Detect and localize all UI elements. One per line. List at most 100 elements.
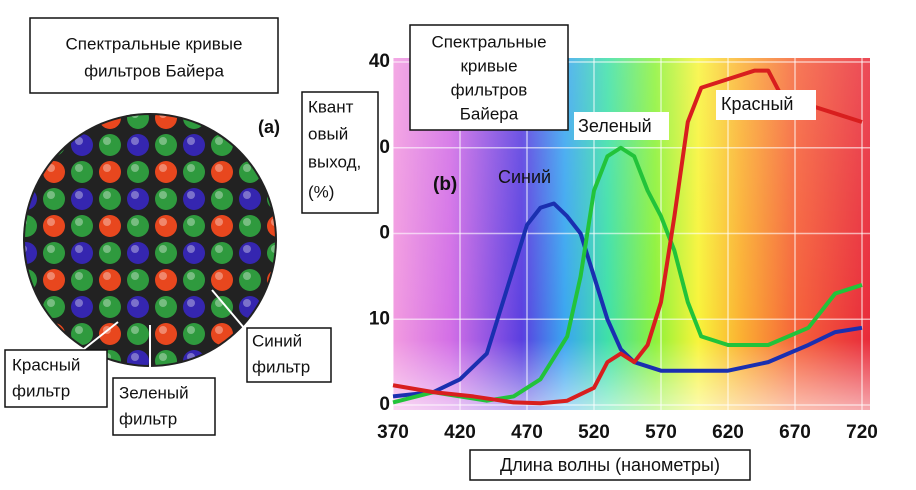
y-tick-label: 10: [369, 308, 390, 329]
filter-dot: [267, 242, 275, 264]
y-tick-label: 0: [379, 394, 390, 415]
dot-highlight: [25, 326, 27, 334]
filter-dot: [155, 350, 177, 365]
filter-dot: [155, 215, 177, 237]
dot-highlight: [159, 245, 167, 253]
dot-highlight: [103, 137, 111, 145]
filter-dot: [43, 242, 65, 264]
dot-highlight: [271, 137, 275, 145]
dot-highlight: [243, 164, 251, 172]
filter-dot: [99, 161, 121, 183]
dot-highlight: [215, 353, 223, 361]
dot-highlight: [159, 353, 167, 361]
filter-dot: [155, 269, 177, 291]
filter-dot: [183, 134, 205, 156]
dot-highlight: [187, 299, 195, 307]
x-tick-label: 720: [846, 422, 878, 443]
filter-dot: [43, 188, 65, 210]
dot-highlight: [75, 272, 83, 280]
dot-highlight: [75, 137, 83, 145]
dot-highlight: [159, 272, 167, 280]
dot-highlight: [47, 218, 55, 226]
filter-dot: [127, 215, 149, 237]
filter-dot: [99, 242, 121, 264]
x-tick-label: 570: [645, 422, 677, 443]
filter-dot: [99, 296, 121, 318]
filter-dot: [211, 296, 233, 318]
y-axis-label: выход,: [308, 152, 361, 171]
filter-dot: [267, 134, 275, 156]
filter-dot: [155, 188, 177, 210]
filter-dot: [127, 296, 149, 318]
dot-highlight: [187, 191, 195, 199]
dot-highlight: [131, 137, 139, 145]
filter-dot: [127, 115, 149, 129]
filter-dot: [267, 161, 275, 183]
filter-dot: [211, 350, 233, 365]
filter-dot: [43, 323, 65, 345]
label-box: [4, 349, 108, 408]
filter-dot: [71, 115, 93, 129]
filter-dot: [211, 242, 233, 264]
dot-highlight: [271, 299, 275, 307]
curve-label: Зеленый: [578, 116, 652, 136]
dot-highlight: [25, 164, 27, 172]
filter-dot: [127, 350, 149, 365]
dot-highlight: [159, 299, 167, 307]
label-box: [112, 377, 216, 436]
dot-highlight: [103, 299, 111, 307]
curve-label: Красный: [721, 94, 793, 114]
dot-highlight: [215, 164, 223, 172]
y-axis-label: овый: [308, 124, 348, 143]
dot-highlight: [47, 245, 55, 253]
filter-dot: [183, 161, 205, 183]
dot-highlight: [243, 191, 251, 199]
dot-highlight: [75, 326, 83, 334]
dot-highlight: [215, 218, 223, 226]
filter-dot: [239, 269, 261, 291]
x-tick-label: 670: [779, 422, 811, 443]
filter-dot: [25, 161, 37, 183]
filter-dot: [155, 115, 177, 129]
filter-dot: [183, 323, 205, 345]
dot-highlight: [243, 272, 251, 280]
filter-dot: [43, 115, 65, 129]
dot-highlight: [103, 164, 111, 172]
y-axis-label: (%): [308, 182, 334, 201]
filter-dot: [211, 323, 233, 345]
dot-highlight: [25, 299, 27, 307]
dot-highlight: [25, 245, 27, 253]
filter-dot: [43, 269, 65, 291]
dot-highlight: [187, 115, 195, 118]
filter-dot: [267, 215, 275, 237]
label-box: [246, 327, 332, 383]
dot-highlight: [131, 218, 139, 226]
filter-dot: [127, 269, 149, 291]
dot-highlight: [103, 218, 111, 226]
dot-highlight: [243, 218, 251, 226]
filter-dot: [267, 296, 275, 318]
dot-highlight: [271, 191, 275, 199]
dot-highlight: [103, 272, 111, 280]
dot-highlight: [271, 218, 275, 226]
title-box: [29, 17, 279, 94]
x-tick-label: 470: [511, 422, 543, 443]
dot-highlight: [243, 299, 251, 307]
filter-dot: [267, 188, 275, 210]
filter-dot: [239, 242, 261, 264]
chart-title-box: [409, 24, 569, 131]
label-line: фильтр: [252, 357, 310, 376]
dot-highlight: [103, 191, 111, 199]
x-tick-label: 520: [578, 422, 610, 443]
title-line: Спектральные кривые: [66, 34, 243, 53]
dot-highlight: [215, 191, 223, 199]
dot-highlight: [25, 191, 27, 199]
filter-dot: [155, 242, 177, 264]
dot-highlight: [47, 299, 55, 307]
chart-title: фильтров: [451, 80, 528, 99]
filter-dot: [127, 323, 149, 345]
dot-highlight: [75, 218, 83, 226]
filter-dot: [25, 296, 37, 318]
